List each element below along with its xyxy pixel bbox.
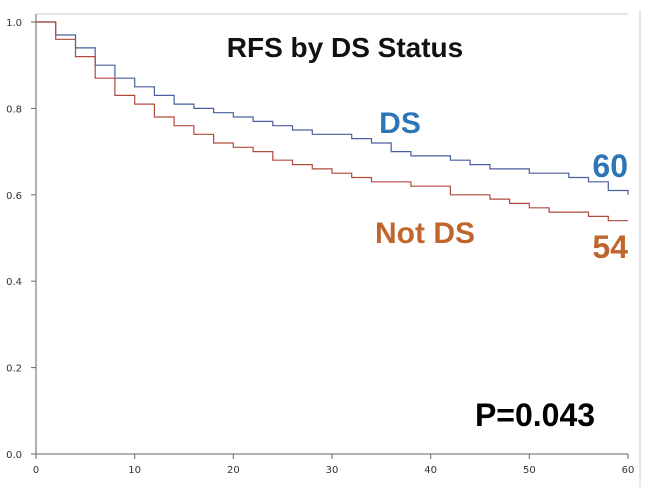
x-tick-label: 60	[622, 465, 635, 476]
y-tick-label: 0.6	[6, 191, 22, 202]
series-line-not-ds	[36, 21, 628, 222]
y-tick-label: 0.0	[6, 450, 22, 461]
y-tick-label: 0.2	[6, 364, 22, 375]
y-tick-label: 0.8	[6, 104, 22, 115]
p-value-annotation: P=0.043	[475, 397, 595, 433]
x-tick-label: 20	[227, 465, 240, 476]
series-lines	[36, 21, 629, 222]
end-label-ds: 60	[592, 148, 628, 184]
y-tick-label: 1.0	[6, 18, 22, 29]
y-tick-label: 0.4	[6, 277, 22, 288]
end-label-not-ds: 54	[592, 229, 628, 265]
x-tick-label: 50	[523, 465, 536, 476]
series-label-ds: DS	[379, 107, 421, 140]
x-tick-label: 30	[326, 465, 339, 476]
x-tick-label: 0	[33, 465, 39, 476]
x-tick-label: 40	[424, 465, 437, 476]
x-tick-label: 10	[128, 465, 141, 476]
chart-title: RFS by DS Status	[227, 32, 463, 63]
series-line-ds	[36, 21, 629, 195]
series-label-not-ds: Not DS	[375, 217, 475, 250]
axis-ticks: 0 10 20 30 40 50 60 0.0 0.2 0.4 0.6 0.8 1.0	[6, 18, 634, 476]
